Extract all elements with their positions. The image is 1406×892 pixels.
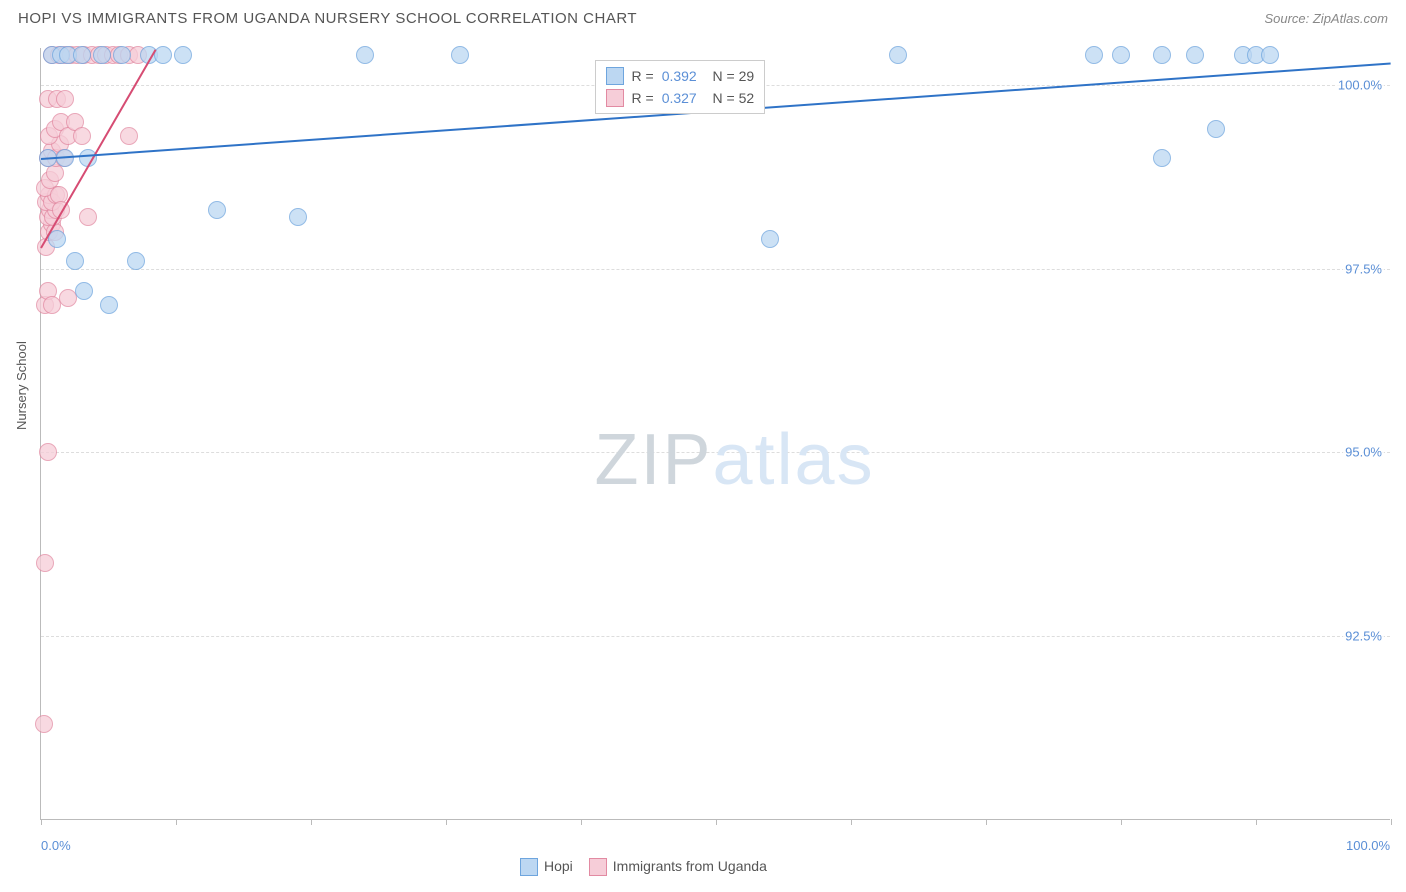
- chart-title: HOPI VS IMMIGRANTS FROM UGANDA NURSERY S…: [18, 10, 637, 27]
- plot-canvas: 92.5%95.0%97.5%100.0%0.0%100.0%ZIPatlasR…: [40, 48, 1390, 820]
- legend-item: Immigrants from Uganda: [589, 858, 767, 876]
- legend-n-label: N = 29: [705, 65, 754, 87]
- legend-row: R = 0.327 N = 52: [606, 87, 755, 109]
- scatter-point: [1112, 46, 1130, 64]
- scatter-point: [36, 554, 54, 572]
- x-tick-label: 0.0%: [41, 838, 71, 853]
- gridline-horizontal: [41, 636, 1390, 637]
- legend-swatch: [589, 858, 607, 876]
- scatter-point: [1261, 46, 1279, 64]
- x-tick-mark: [986, 819, 987, 825]
- legend-swatch: [606, 89, 624, 107]
- x-tick-mark: [851, 819, 852, 825]
- x-tick-mark: [311, 819, 312, 825]
- scatter-point: [889, 46, 907, 64]
- legend-row: R = 0.392 N = 29: [606, 65, 755, 87]
- scatter-point: [79, 208, 97, 226]
- legend-series-name: Immigrants from Uganda: [613, 858, 767, 874]
- scatter-point: [93, 46, 111, 64]
- scatter-point: [1207, 120, 1225, 138]
- legend-correlation: R = 0.392 N = 29R = 0.327 N = 52: [595, 60, 766, 115]
- y-tick-label: 97.5%: [1343, 261, 1384, 276]
- gridline-horizontal: [41, 452, 1390, 453]
- gridline-horizontal: [41, 269, 1390, 270]
- legend-swatch: [606, 67, 624, 85]
- scatter-point: [1085, 46, 1103, 64]
- y-tick-label: 100.0%: [1336, 77, 1384, 92]
- watermark: ZIPatlas: [595, 419, 875, 501]
- legend-r-value: 0.392: [662, 65, 697, 87]
- scatter-point: [356, 46, 374, 64]
- scatter-point: [73, 127, 91, 145]
- legend-bottom: Hopi Immigrants from Uganda: [520, 858, 767, 876]
- x-tick-mark: [581, 819, 582, 825]
- scatter-point: [761, 230, 779, 248]
- legend-r-label: R =: [632, 65, 654, 87]
- x-tick-mark: [446, 819, 447, 825]
- scatter-point: [75, 282, 93, 300]
- y-tick-label: 95.0%: [1343, 445, 1384, 460]
- y-tick-label: 92.5%: [1343, 629, 1384, 644]
- scatter-point: [208, 201, 226, 219]
- scatter-point: [100, 296, 118, 314]
- scatter-point: [35, 715, 53, 733]
- legend-item: Hopi: [520, 858, 573, 876]
- legend-swatch: [520, 858, 538, 876]
- scatter-point: [56, 90, 74, 108]
- x-tick-mark: [1256, 819, 1257, 825]
- scatter-point: [1153, 149, 1171, 167]
- y-axis-label: Nursery School: [14, 341, 29, 430]
- x-tick-mark: [1121, 819, 1122, 825]
- scatter-point: [39, 443, 57, 461]
- plot-area: 92.5%95.0%97.5%100.0%0.0%100.0%ZIPatlasR…: [40, 48, 1390, 820]
- scatter-point: [120, 127, 138, 145]
- source-label: Source: ZipAtlas.com: [1264, 11, 1388, 26]
- legend-n-label: N = 52: [705, 87, 754, 109]
- legend-series-name: Hopi: [544, 858, 573, 874]
- legend-r-value: 0.327: [662, 87, 697, 109]
- scatter-point: [66, 252, 84, 270]
- header: HOPI VS IMMIGRANTS FROM UGANDA NURSERY S…: [0, 0, 1406, 33]
- x-tick-mark: [716, 819, 717, 825]
- scatter-point: [289, 208, 307, 226]
- scatter-point: [127, 252, 145, 270]
- x-tick-mark: [41, 819, 42, 825]
- scatter-point: [73, 46, 91, 64]
- scatter-point: [113, 46, 131, 64]
- scatter-point: [1186, 46, 1204, 64]
- x-tick-mark: [1391, 819, 1392, 825]
- x-tick-label: 100.0%: [1346, 838, 1390, 853]
- legend-r-label: R =: [632, 87, 654, 109]
- scatter-point: [174, 46, 192, 64]
- scatter-point: [1153, 46, 1171, 64]
- scatter-point: [451, 46, 469, 64]
- x-tick-mark: [176, 819, 177, 825]
